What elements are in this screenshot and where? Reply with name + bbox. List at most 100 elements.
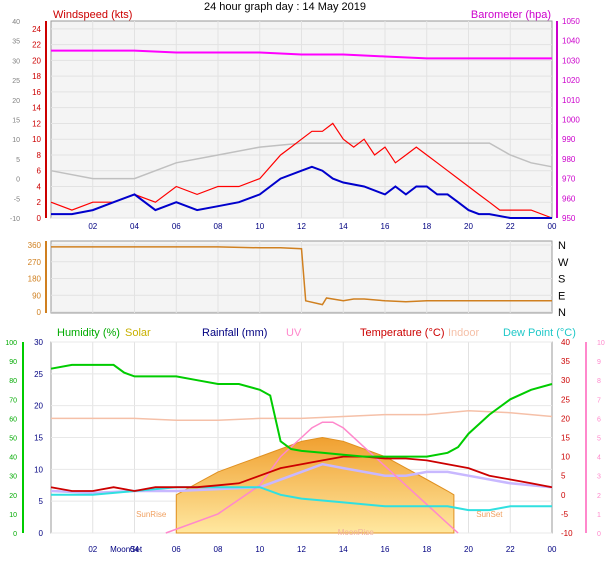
panel-direction-grid <box>51 241 552 313</box>
p3-x-tick-3: 08 <box>214 545 223 554</box>
panel-temperature: Humidity (%) Solar Rainfall (mm) UV Temperat… <box>5 327 605 554</box>
p1-outer-tick-8: 30 <box>12 58 20 65</box>
p1-wind-tick-2: 4 <box>37 183 42 192</box>
p3-rain-tick-0: 0 <box>39 529 44 538</box>
p1-baro-tick-3: 980 <box>562 155 576 164</box>
legend-item-1: Solar <box>125 327 151 339</box>
p3-temp-tick-10: 40 <box>561 338 570 347</box>
p2-compass-tick-2: S <box>558 274 565 286</box>
panel-wind-grid <box>51 21 552 219</box>
p1-baro-tick-6: 1010 <box>562 96 580 105</box>
p1-outer-tick-0: -10 <box>10 216 20 223</box>
p3-hum-tick-5: 50 <box>9 436 17 443</box>
p1-baro-tick-4: 990 <box>562 135 576 144</box>
panel-temperature-ticks: 0102030405060708090100051015202530-10-50… <box>5 338 605 554</box>
p1-outer-tick-7: 25 <box>12 78 20 85</box>
p3-hum-tick-3: 30 <box>9 474 17 481</box>
windspeed-axis-label: Windspeed (kts) <box>53 9 132 21</box>
p3-hum-tick-10: 100 <box>5 340 17 347</box>
p1-wind-tick-5: 10 <box>32 135 41 144</box>
legend-item-6: Dew Point (°C) <box>503 327 576 339</box>
panel-temperature-series: SunRise SunSet MoonSet MoonRise <box>50 363 553 554</box>
p3-uv-tick-6: 6 <box>597 416 601 423</box>
p3-hum-tick-8: 80 <box>9 378 17 385</box>
p3-hum-tick-6: 60 <box>9 416 17 423</box>
p3-temp-tick-6: 20 <box>561 414 570 423</box>
sunrise-label: SunRise <box>136 510 167 519</box>
humidity-line <box>50 363 553 458</box>
p3-uv-tick-7: 7 <box>597 397 601 404</box>
dew-point-c-line <box>51 486 552 512</box>
panel-wind: Windspeed (kts) Barometer (hpa) -10 -5 0 5 1… <box>10 9 580 231</box>
p1-x-tick-4: 10 <box>255 222 264 231</box>
p1-x-tick-1: 04 <box>130 222 139 231</box>
indoor-line <box>51 410 553 422</box>
p1-outer-tick-1: -5 <box>14 196 20 203</box>
legend-item-5: Indoor <box>448 327 480 339</box>
p3-rain-tick-2: 10 <box>34 465 43 474</box>
p1-wind-tick-10: 20 <box>32 56 41 65</box>
p3-rain-tick-4: 20 <box>34 402 43 411</box>
p3-x-tick-8: 18 <box>422 545 431 554</box>
p3-rain-tick-3: 15 <box>34 434 43 443</box>
p2-deg-tick-2: 180 <box>28 275 42 284</box>
p2-compass-tick-1: E <box>558 290 565 302</box>
windspeed-average-line <box>51 165 552 219</box>
p1-wind-tick-1: 2 <box>37 198 42 207</box>
moonset-label: MoonSet <box>110 545 143 554</box>
barometer-line <box>51 49 552 60</box>
p1-wind-tick-7: 14 <box>32 104 41 113</box>
p1-baro-tick-0: 950 <box>562 214 576 223</box>
p1-baro-tick-2: 970 <box>562 175 576 184</box>
p3-uv-tick-9: 9 <box>597 359 601 366</box>
p3-x-tick-10: 22 <box>506 545 515 554</box>
p1-baro-tick-1: 960 <box>562 194 576 203</box>
p2-deg-tick-4: 360 <box>28 241 42 250</box>
p3-hum-tick-9: 90 <box>9 359 17 366</box>
p3-uv-tick-5: 5 <box>597 436 601 443</box>
legend-item-4: Temperature (°C) <box>360 327 444 339</box>
p3-uv-tick-3: 3 <box>597 474 601 481</box>
p3-temp-tick-1: -5 <box>561 510 569 519</box>
p3-temp-tick-9: 35 <box>561 357 570 366</box>
p3-uv-tick-4: 4 <box>597 455 601 462</box>
legend-item-3: UV <box>286 327 302 339</box>
p1-wind-tick-0: 0 <box>37 214 42 223</box>
p1-wind-tick-6: 12 <box>32 119 41 128</box>
p3-uv-tick-10: 10 <box>597 340 605 347</box>
p1-x-tick-8: 18 <box>422 222 431 231</box>
p1-x-tick-9: 20 <box>464 222 473 231</box>
p2-compass-tick-3: W <box>558 257 569 269</box>
p3-hum-tick-2: 20 <box>9 493 17 500</box>
p1-x-tick-10: 22 <box>506 222 515 231</box>
p1-x-tick-5: 12 <box>297 222 306 231</box>
feels-line <box>50 462 553 495</box>
p3-hum-tick-1: 10 <box>9 512 17 519</box>
p3-temp-tick-2: 0 <box>561 491 566 500</box>
p3-hum-tick-4: 40 <box>9 455 17 462</box>
p3-x-tick-4: 10 <box>255 545 264 554</box>
p3-rain-tick-5: 25 <box>34 370 43 379</box>
p3-x-tick-11: 00 <box>548 545 557 554</box>
p1-wind-tick-9: 18 <box>32 72 41 81</box>
p3-hum-tick-0: 0 <box>13 531 17 538</box>
p1-wind-tick-11: 22 <box>32 41 41 50</box>
p2-deg-tick-3: 270 <box>28 258 42 267</box>
p3-rain-tick-1: 5 <box>39 497 44 506</box>
panel-temperature-legend: Humidity (%) Solar Rainfall (mm) UV Temperat… <box>57 327 576 339</box>
p3-uv-tick-2: 2 <box>597 493 601 500</box>
p1-wind-tick-12: 24 <box>32 25 41 34</box>
p1-x-tick-3: 08 <box>214 222 223 231</box>
chart-title: 24 hour graph day : 14 May 2019 <box>204 1 366 13</box>
p3-uv-tick-1: 1 <box>597 512 601 519</box>
solar-area <box>175 436 455 534</box>
moonrise-label: MoonRise <box>338 528 375 537</box>
p3-x-tick-1: 04 <box>130 545 139 554</box>
p3-temp-tick-4: 10 <box>561 453 570 462</box>
p3-x-tick-2: 06 <box>172 545 181 554</box>
p3-temp-tick-3: 5 <box>561 472 566 481</box>
wind-gust-line <box>50 142 553 180</box>
p1-x-tick-7: 16 <box>381 222 390 231</box>
p3-rain-tick-6: 30 <box>34 338 43 347</box>
